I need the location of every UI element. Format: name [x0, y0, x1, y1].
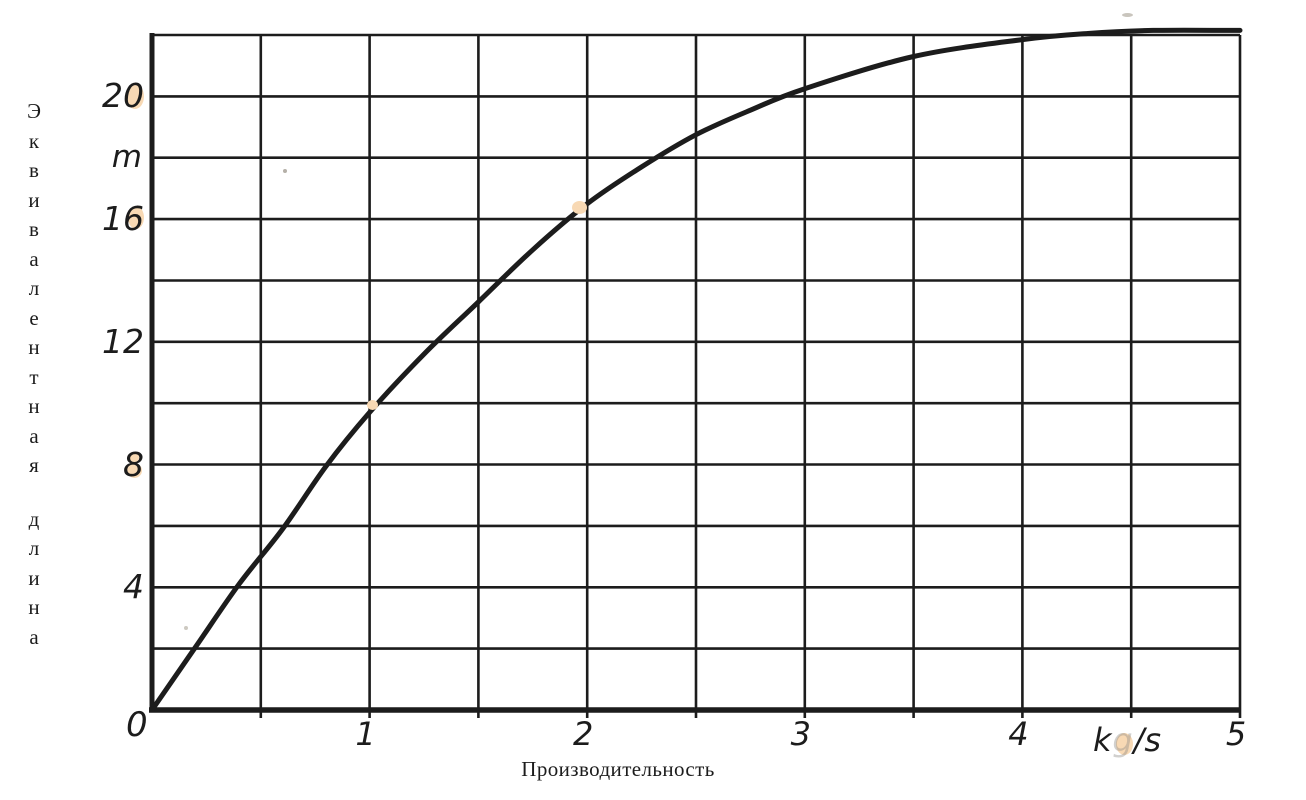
y-axis-title-letter: н [28, 394, 40, 418]
x-axis-unit-label: kg/s [1093, 724, 1161, 756]
y-axis-title-letter: к [28, 128, 40, 153]
y-axis-title-gap [18, 481, 50, 505]
y-axis-title-letter: я [29, 453, 39, 477]
x-axis-title: Производительность [521, 757, 715, 781]
y-axis-title-letter: Э [27, 99, 41, 123]
y-axis-title-letter: д [28, 506, 40, 531]
y-axis-title-letter: н [28, 335, 40, 359]
y-axis-title-letter: в [29, 217, 39, 241]
y-axis-title-letter: л [28, 276, 40, 300]
x-unit-ghost-letter: g [1112, 721, 1133, 759]
x-unit-suffix: /s [1133, 721, 1161, 759]
y-axis-title-letter: н [28, 595, 40, 619]
y-axis-title-letter: е [29, 305, 39, 330]
y-axis-title-letter: т [29, 364, 39, 389]
y-axis-title-letter: в [29, 158, 39, 182]
y-axis-title-letter: и [28, 187, 40, 212]
y-axis-title-letter: а [29, 624, 39, 649]
y-axis-title-letter: л [28, 536, 40, 560]
y-axis-title-letter: и [28, 565, 40, 590]
data-curve [149, 27, 1243, 713]
y-axis-title-letter: а [29, 423, 39, 448]
origin-tick-label: 0 [126, 705, 148, 745]
x-unit-prefix: k [1093, 721, 1112, 759]
y-axis-title-letter: а [29, 246, 39, 271]
